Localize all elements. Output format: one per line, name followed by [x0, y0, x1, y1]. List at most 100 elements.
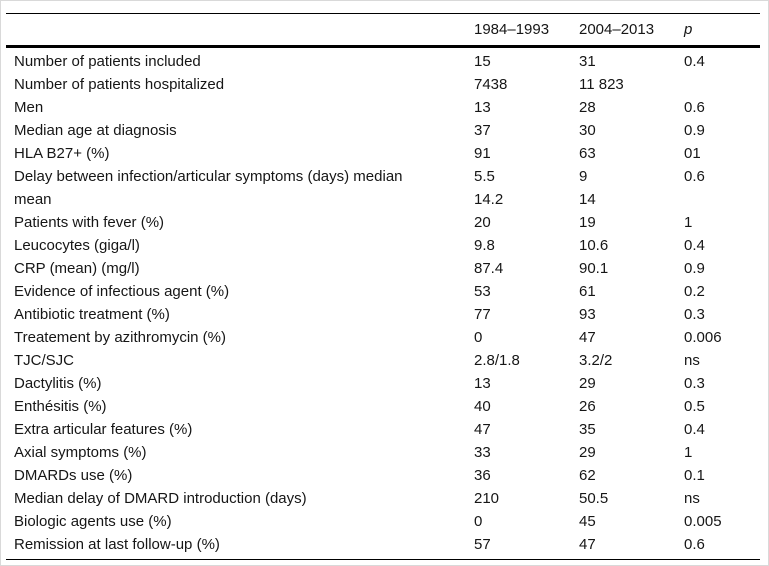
value-2004-2013: 29 [579, 375, 596, 392]
value-1984-1993: 13 [474, 375, 491, 392]
p-value: 0.4 [684, 421, 705, 438]
row-label: Treatement by azithromycin (%) [14, 329, 227, 346]
row-label: Antibiotic treatment (%) [14, 306, 170, 323]
table-row: Delay between infection/articular sympto… [6, 165, 760, 188]
value-2004-2013: 90.1 [579, 260, 609, 277]
value-2004-2013: 47 [579, 536, 596, 553]
value-1984-1993: 15 [474, 53, 491, 70]
row-label: Median delay of DMARD introduction (days… [14, 490, 307, 507]
value-2004-2013: 14 [579, 191, 596, 208]
row-label: Extra articular features (%) [14, 421, 193, 438]
p-value: 0.9 [684, 260, 705, 277]
value-1984-1993: 20 [474, 214, 491, 231]
p-value: ns [684, 490, 700, 507]
table-row: Number of patients included 15 31 0.4 [6, 50, 760, 73]
table-row: Antibiotic treatment (%) 77 93 0.3 [6, 303, 760, 326]
p-value: 0.1 [684, 467, 705, 484]
value-1984-1993: 210 [474, 490, 500, 507]
p-value: 0.3 [684, 375, 705, 392]
row-label: Patients with fever (%) [14, 214, 165, 231]
value-2004-2013: 28 [579, 99, 596, 116]
p-value: 0.6 [684, 99, 705, 116]
table-row: Treatement by azithromycin (%) 0 47 0.00… [6, 326, 760, 349]
table-row: DMARDs use (%) 36 62 0.1 [6, 464, 760, 487]
table-row: CRP (mean) (mg/l) 87.4 90.1 0.9 [6, 257, 760, 280]
p-value: 0.5 [684, 398, 705, 415]
value-1984-1993: 9.8 [474, 237, 495, 254]
p-value: 0.6 [684, 168, 705, 185]
value-2004-2013: 10.6 [579, 237, 609, 254]
header-period-2004-2013: 2004–2013 [579, 21, 655, 38]
table-row: Patients with fever (%) 20 19 1 [6, 211, 760, 234]
table-row: TJC/SJC 2.8/1.8 3.2/2 ns [6, 349, 760, 372]
p-value: 0.006 [684, 329, 722, 346]
value-2004-2013: 29 [579, 444, 596, 461]
value-1984-1993: 13 [474, 99, 491, 116]
table-row: Leucocytes (giga/l) 9.8 10.6 0.4 [6, 234, 760, 257]
row-label: CRP (mean) (mg/l) [14, 260, 140, 277]
p-value: 0.005 [684, 513, 722, 530]
p-value: 0.3 [684, 306, 705, 323]
row-label: Axial symptoms (%) [14, 444, 147, 461]
row-label: Biologic agents use (%) [14, 513, 172, 530]
p-value: ns [684, 352, 700, 369]
value-1984-1993: 0 [474, 513, 483, 530]
value-2004-2013: 35 [579, 421, 596, 438]
row-label: Men [14, 99, 44, 116]
value-2004-2013: 61 [579, 283, 596, 300]
p-value: 0.2 [684, 283, 705, 300]
value-2004-2013: 31 [579, 53, 596, 70]
value-1984-1993: 2.8/1.8 [474, 352, 520, 369]
header-period-1984-1993: 1984–1993 [474, 21, 550, 38]
value-2004-2013: 11 823 [579, 76, 624, 93]
row-label: Number of patients included [14, 53, 201, 70]
table-row: Evidence of infectious agent (%) 53 61 0… [6, 280, 760, 303]
row-label: TJC/SJC [14, 352, 74, 369]
row-label: Dactylitis (%) [14, 375, 102, 392]
p-value: 0.9 [684, 122, 705, 139]
table-row: Extra articular features (%) 47 35 0.4 [6, 418, 760, 441]
p-value: 01 [684, 145, 701, 162]
value-1984-1993: 0 [474, 329, 483, 346]
value-1984-1993: 36 [474, 467, 491, 484]
value-1984-1993: 33 [474, 444, 491, 461]
p-value: 0.4 [684, 237, 705, 254]
row-label: Leucocytes (giga/l) [14, 237, 140, 254]
table-row: Enthésitis (%) 40 26 0.5 [6, 395, 760, 418]
table-row: Biologic agents use (%) 0 45 0.005 [6, 510, 760, 533]
p-value: 1 [684, 214, 693, 231]
row-label: Enthésitis (%) [14, 398, 107, 415]
value-2004-2013: 19 [579, 214, 596, 231]
value-2004-2013: 30 [579, 122, 596, 139]
table-row: Men 13 28 0.6 [6, 96, 760, 119]
row-label: HLA B27+ (%) [14, 145, 110, 162]
table-row: Remission at last follow-up (%) 57 47 0.… [6, 533, 760, 556]
value-2004-2013: 50.5 [579, 490, 609, 507]
value-1984-1993: 40 [474, 398, 491, 415]
table-row: Median delay of DMARD introduction (days… [6, 487, 760, 510]
p-value [684, 73, 760, 96]
row-label: DMARDs use (%) [14, 467, 133, 484]
table-row: HLA B27+ (%) 91 63 01 [6, 142, 760, 165]
row-label: Median age at diagnosis [14, 122, 177, 139]
value-1984-1993: 14.2 [474, 191, 504, 208]
value-2004-2013: 45 [579, 513, 596, 530]
value-1984-1993: 87.4 [474, 260, 504, 277]
value-2004-2013: 9 [579, 168, 588, 185]
value-1984-1993: 37 [474, 122, 491, 139]
row-label: Number of patients hospitalized [14, 76, 225, 93]
value-1984-1993: 7438 [474, 76, 508, 93]
table-body: Number of patients included 15 31 0.4 Nu… [6, 48, 760, 560]
table-row: Axial symptoms (%) 33 29 1 [6, 441, 760, 464]
row-label: Remission at last follow-up (%) [14, 536, 220, 553]
value-2004-2013: 26 [579, 398, 596, 415]
table-row: Number of patients hospitalized 7438 11 … [6, 73, 760, 96]
value-1984-1993: 57 [474, 536, 491, 553]
value-2004-2013: 93 [579, 306, 596, 323]
row-label: Evidence of infectious agent (%) [14, 283, 230, 300]
p-value [684, 188, 760, 211]
cohort-comparison-table: 1984–1993 2004–2013 p Number of patients… [6, 13, 760, 560]
p-value: 0.6 [684, 536, 705, 553]
value-2004-2013: 47 [579, 329, 596, 346]
value-2004-2013: 63 [579, 145, 596, 162]
